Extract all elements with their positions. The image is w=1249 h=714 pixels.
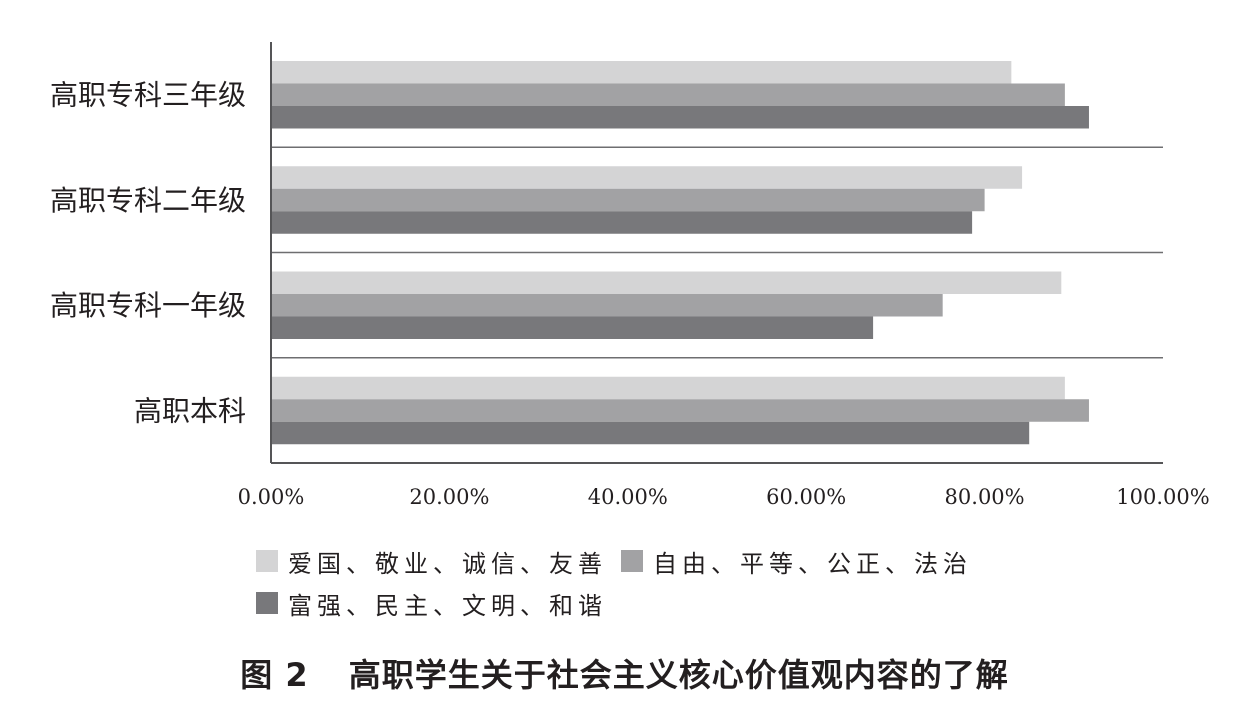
x-tick-label: 80.00% bbox=[945, 485, 1025, 509]
bar bbox=[271, 61, 1012, 84]
x-tick-label: 100.00% bbox=[1116, 485, 1209, 509]
category-label: 高职专科三年级 bbox=[50, 79, 246, 112]
legend-label-patriotism: 爱国、敬业、诚信、友善 bbox=[288, 549, 607, 578]
x-tick-label: 20.00% bbox=[409, 485, 489, 509]
category-label: 高职专科一年级 bbox=[50, 289, 246, 322]
bar bbox=[271, 316, 874, 339]
bar bbox=[271, 83, 1065, 106]
legend-swatch-patriotism bbox=[256, 550, 278, 572]
bar bbox=[271, 421, 1030, 445]
legend-label-prosperity: 富强、民主、文明、和谐 bbox=[288, 591, 607, 620]
legend-label-freedom: 自由、平等、公正、法治 bbox=[653, 549, 972, 578]
bar bbox=[271, 294, 943, 317]
legend-swatch-prosperity bbox=[256, 592, 278, 614]
figure-number: 图 2 bbox=[240, 656, 309, 694]
x-tick-label: 40.00% bbox=[588, 485, 668, 509]
legend-item-freedom: 自由、平等、公正、法治 bbox=[621, 544, 972, 579]
legend-row-2: 富强、民主、文明、和谐 bbox=[256, 582, 1056, 624]
bar bbox=[271, 271, 1062, 294]
bar bbox=[271, 188, 985, 212]
bar bbox=[271, 376, 1065, 400]
legend-item-patriotism: 爱国、敬业、诚信、友善 bbox=[256, 544, 607, 579]
bar bbox=[271, 211, 973, 234]
category-label: 高职本科 bbox=[134, 394, 246, 427]
bar bbox=[271, 399, 1089, 422]
x-tick-label: 0.00% bbox=[238, 485, 305, 509]
bar bbox=[271, 166, 1023, 189]
legend-item-prosperity: 富强、民主、文明、和谐 bbox=[256, 586, 607, 621]
legend: 爱国、敬业、诚信、友善 自由、平等、公正、法治 富强、民主、文明、和谐 bbox=[256, 540, 1056, 624]
category-label: 高职专科二年级 bbox=[50, 184, 246, 217]
legend-row-1: 爱国、敬业、诚信、友善 自由、平等、公正、法治 bbox=[256, 540, 1056, 582]
figure-caption: 图 2 高职学生关于社会主义核心价值观内容的了解 bbox=[0, 650, 1249, 696]
bar bbox=[271, 106, 1089, 129]
x-tick-label: 60.00% bbox=[766, 485, 846, 509]
figure-title: 高职学生关于社会主义核心价值观内容的了解 bbox=[348, 656, 1009, 694]
legend-swatch-freedom bbox=[621, 550, 643, 572]
